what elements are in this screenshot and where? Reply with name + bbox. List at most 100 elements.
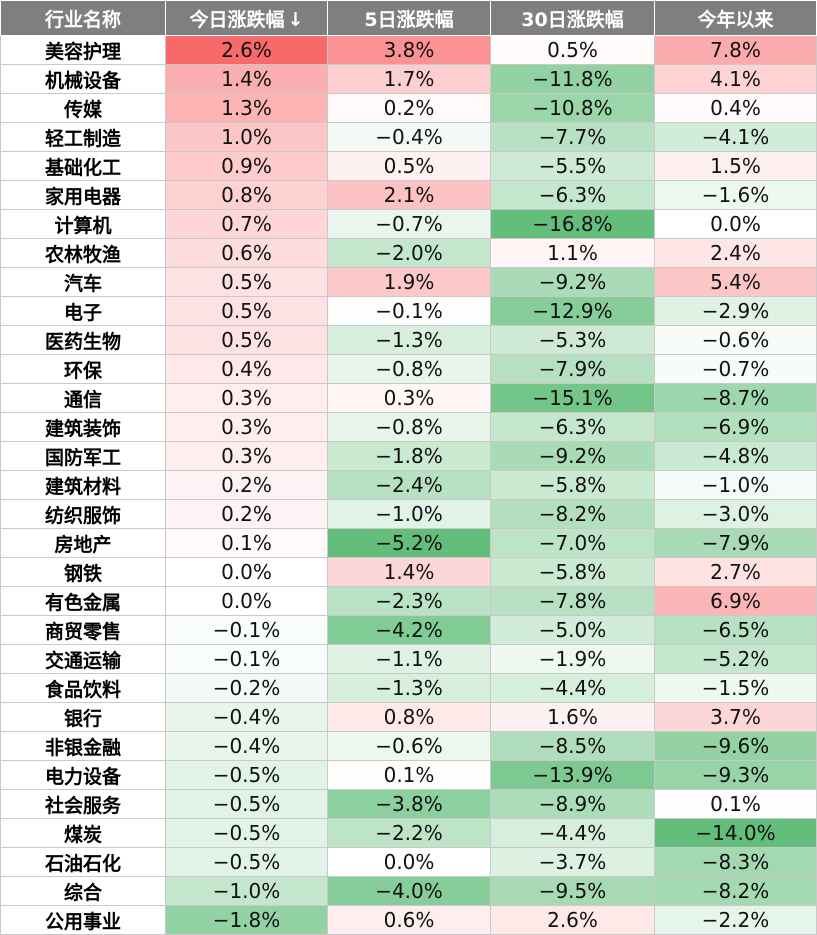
header-ytd-change[interactable]: 今年以来: [654, 0, 817, 36]
30day-change-cell: −1.9%: [490, 644, 655, 674]
ytd-change-cell: −0.7%: [654, 354, 817, 384]
table-row: 社会服务 −0.5% −3.8% −8.9% 0.1%: [0, 789, 817, 819]
5day-change-cell: −1.3%: [327, 325, 491, 355]
industry-name-cell: 建筑装饰: [0, 412, 166, 442]
30day-change-cell: 2.6%: [490, 905, 655, 935]
today-change-cell: −0.4%: [165, 702, 328, 732]
today-change-cell: 0.5%: [165, 267, 328, 297]
ytd-change-cell: 4.1%: [654, 64, 817, 94]
header-industry-name[interactable]: 行业名称: [0, 0, 166, 36]
30day-change-cell: −4.4%: [490, 818, 655, 848]
today-change-cell: 0.5%: [165, 325, 328, 355]
table-row: 纺织服饰 0.2% −1.0% −8.2% −3.0%: [0, 499, 817, 529]
today-change-cell: 0.2%: [165, 470, 328, 500]
ytd-change-cell: 0.1%: [654, 789, 817, 819]
ytd-change-cell: 1.5%: [654, 151, 817, 181]
5day-change-cell: −0.8%: [327, 354, 491, 384]
ytd-change-cell: −1.0%: [654, 470, 817, 500]
5day-change-cell: 0.2%: [327, 93, 491, 123]
5day-change-cell: −4.2%: [327, 615, 491, 645]
30day-change-cell: −10.8%: [490, 93, 655, 123]
today-change-cell: 0.3%: [165, 383, 328, 413]
industry-name-cell: 国防军工: [0, 441, 166, 471]
table-row: 机械设备 1.4% 1.7% −11.8% 4.1%: [0, 64, 817, 94]
30day-change-cell: −8.5%: [490, 731, 655, 761]
5day-change-cell: −2.3%: [327, 586, 491, 616]
header-30day-change[interactable]: 30日涨跌幅: [490, 0, 655, 36]
today-change-cell: −0.5%: [165, 818, 328, 848]
table-row: 有色金属 0.0% −2.3% −7.8% 6.9%: [0, 586, 817, 616]
industry-name-cell: 通信: [0, 383, 166, 413]
today-change-cell: −0.5%: [165, 847, 328, 877]
today-change-cell: 0.5%: [165, 296, 328, 326]
header-row: 行业名称 今日涨跌幅 ↓ 5日涨跌幅 30日涨跌幅 今年以来: [0, 0, 817, 36]
30day-change-cell: −5.0%: [490, 615, 655, 645]
ytd-change-cell: 5.4%: [654, 267, 817, 297]
ytd-change-cell: 7.8%: [654, 35, 817, 65]
ytd-change-cell: −8.3%: [654, 847, 817, 877]
ytd-change-cell: −9.6%: [654, 731, 817, 761]
industry-name-cell: 房地产: [0, 528, 166, 558]
30day-change-cell: −9.5%: [490, 876, 655, 906]
industry-name-cell: 纺织服饰: [0, 499, 166, 529]
5day-change-cell: 0.1%: [327, 760, 491, 790]
today-change-cell: −0.2%: [165, 673, 328, 703]
5day-change-cell: 0.8%: [327, 702, 491, 732]
industry-name-cell: 煤炭: [0, 818, 166, 848]
today-change-cell: 0.3%: [165, 441, 328, 471]
5day-change-cell: −3.8%: [327, 789, 491, 819]
30day-change-cell: −9.2%: [490, 267, 655, 297]
industry-name-cell: 农林牧渔: [0, 238, 166, 268]
table-row: 基础化工 0.9% 0.5% −5.5% 1.5%: [0, 151, 817, 181]
ytd-change-cell: 0.0%: [654, 209, 817, 239]
industry-name-cell: 建筑材料: [0, 470, 166, 500]
ytd-change-cell: −9.3%: [654, 760, 817, 790]
ytd-change-cell: −14.0%: [654, 818, 817, 848]
ytd-change-cell: 0.4%: [654, 93, 817, 123]
industry-name-cell: 医药生物: [0, 325, 166, 355]
5day-change-cell: 0.5%: [327, 151, 491, 181]
table-row: 通信 0.3% 0.3% −15.1% −8.7%: [0, 383, 817, 413]
30day-change-cell: −4.4%: [490, 673, 655, 703]
5day-change-cell: −0.8%: [327, 412, 491, 442]
5day-change-cell: 3.8%: [327, 35, 491, 65]
today-change-cell: 0.8%: [165, 180, 328, 210]
header-today-change[interactable]: 今日涨跌幅 ↓: [165, 0, 328, 36]
industry-name-cell: 传媒: [0, 93, 166, 123]
table-row: 商贸零售 −0.1% −4.2% −5.0% −6.5%: [0, 615, 817, 645]
table-row: 公用事业 −1.8% 0.6% 2.6% −2.2%: [0, 905, 817, 935]
industry-name-cell: 有色金属: [0, 586, 166, 616]
5day-change-cell: 0.3%: [327, 383, 491, 413]
today-change-cell: 0.7%: [165, 209, 328, 239]
today-change-cell: 0.3%: [165, 412, 328, 442]
today-change-cell: −1.0%: [165, 876, 328, 906]
30day-change-cell: −7.9%: [490, 354, 655, 384]
5day-change-cell: −0.4%: [327, 122, 491, 152]
table-row: 综合 −1.0% −4.0% −9.5% −8.2%: [0, 876, 817, 906]
ytd-change-cell: 2.4%: [654, 238, 817, 268]
sort-descending-icon[interactable]: ↓: [287, 8, 304, 31]
today-change-cell: 0.4%: [165, 354, 328, 384]
5day-change-cell: −1.8%: [327, 441, 491, 471]
30day-change-cell: −8.9%: [490, 789, 655, 819]
ytd-change-cell: −2.9%: [654, 296, 817, 326]
header-5day-change[interactable]: 5日涨跌幅: [327, 0, 491, 36]
industry-name-cell: 银行: [0, 702, 166, 732]
30day-change-cell: −3.7%: [490, 847, 655, 877]
industry-name-cell: 食品饮料: [0, 673, 166, 703]
30day-change-cell: −8.2%: [490, 499, 655, 529]
30day-change-cell: −5.5%: [490, 151, 655, 181]
today-change-cell: 0.2%: [165, 499, 328, 529]
today-change-cell: 0.0%: [165, 557, 328, 587]
5day-change-cell: −1.0%: [327, 499, 491, 529]
table-row: 汽车 0.5% 1.9% −9.2% 5.4%: [0, 267, 817, 297]
today-change-cell: 0.1%: [165, 528, 328, 558]
industry-name-cell: 轻工制造: [0, 122, 166, 152]
30day-change-cell: 1.1%: [490, 238, 655, 268]
ytd-change-cell: −7.9%: [654, 528, 817, 558]
industry-name-cell: 家用电器: [0, 180, 166, 210]
today-change-cell: 1.3%: [165, 93, 328, 123]
5day-change-cell: −4.0%: [327, 876, 491, 906]
5day-change-cell: −1.3%: [327, 673, 491, 703]
30day-change-cell: −16.8%: [490, 209, 655, 239]
